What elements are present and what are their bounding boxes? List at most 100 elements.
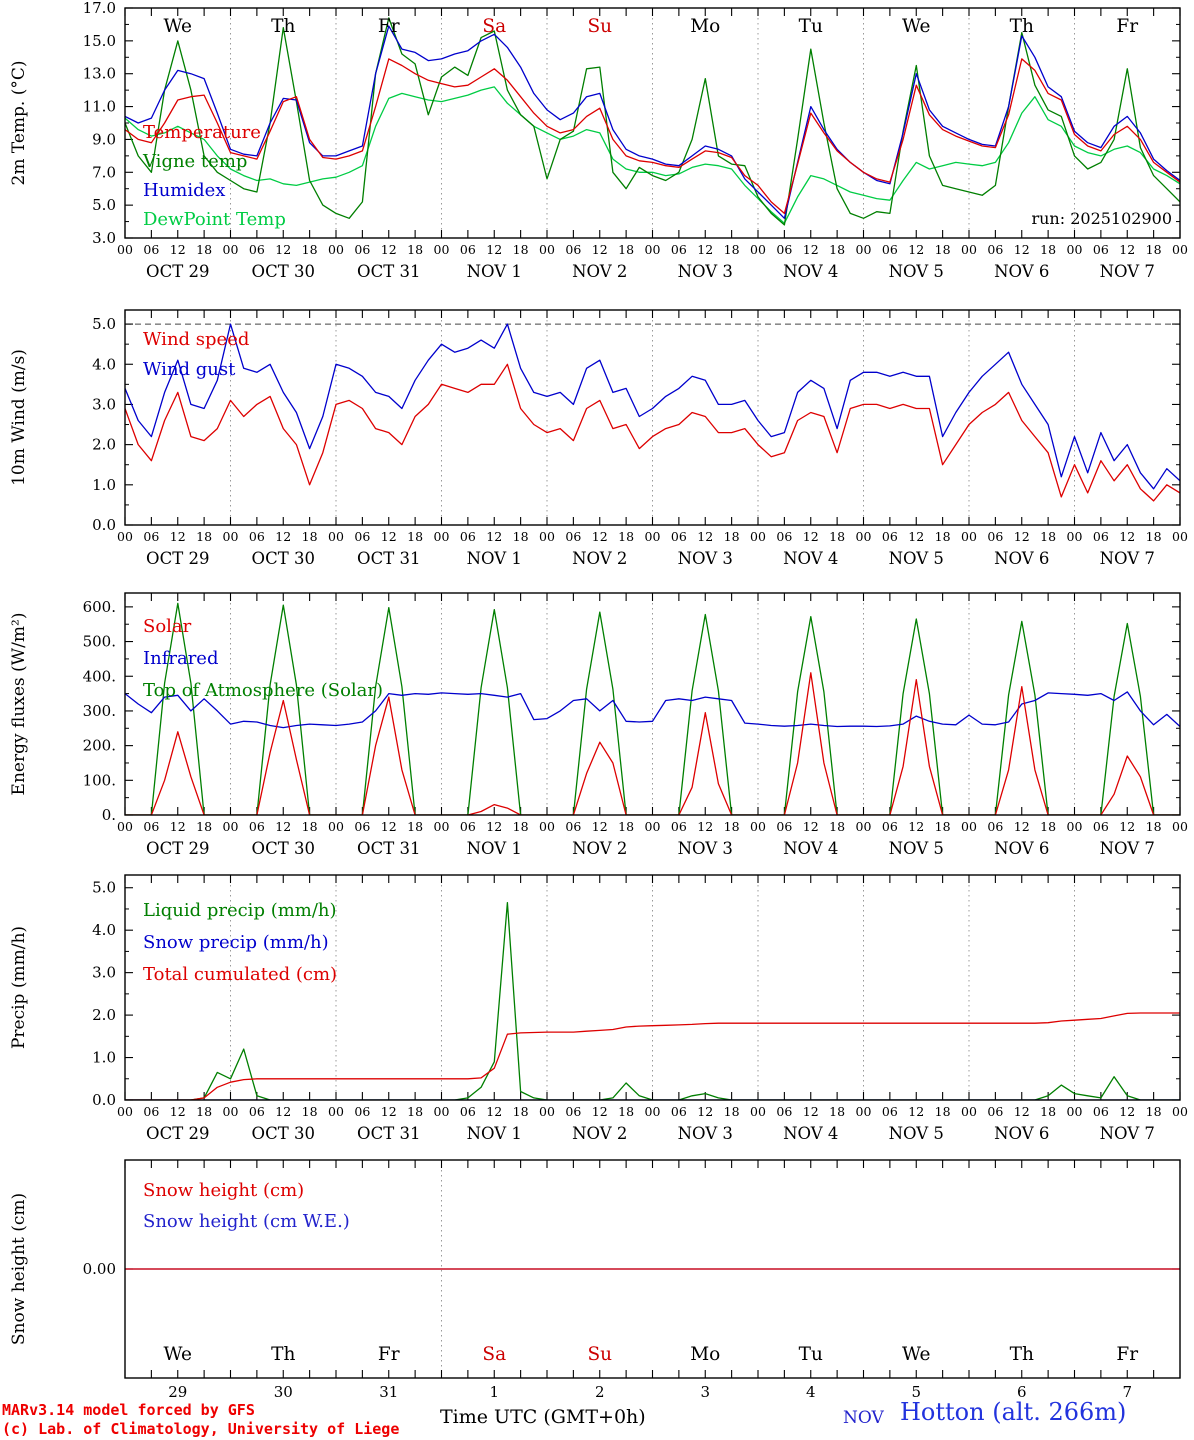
date-label: NOV 7 bbox=[1100, 1124, 1155, 1143]
y-tick-label: 1.0 bbox=[92, 1049, 116, 1067]
hour-label: 06 bbox=[882, 529, 898, 544]
panel-border bbox=[124, 7, 1181, 239]
panel-snow: 0.00 Snow height (cm) Snow height (cm) Snow… bbox=[9, 1159, 1181, 1400]
hour-label: 18 bbox=[302, 819, 318, 834]
hour-label: 06 bbox=[882, 1104, 898, 1119]
station-label: Hotton (alt. 266m) bbox=[900, 1398, 1127, 1426]
hour-label: 06 bbox=[565, 819, 581, 834]
meteogram-chart: 3.05.07.09.011.013.015.017.02m Temp. (°C… bbox=[9, 0, 1188, 1400]
panel-wind: 0.0 1.0 2.0 3.0 4.0 5.0 10m Wind (m/s) Wind spe… bbox=[9, 309, 1188, 568]
date-label: NOV 7 bbox=[1100, 262, 1155, 281]
hour-label: 12 bbox=[170, 1104, 186, 1119]
hour-label: 00 bbox=[750, 529, 766, 544]
hour-label: 18 bbox=[196, 242, 212, 257]
hour-label: 06 bbox=[1093, 819, 1109, 834]
hour-label: 06 bbox=[882, 242, 898, 257]
hour-label: 00 bbox=[539, 1104, 555, 1119]
series-solar bbox=[125, 672, 1180, 815]
series-wind-gust bbox=[125, 323, 1180, 490]
series-dewpoint-temp bbox=[125, 86, 1180, 224]
y-tick-label: 500. bbox=[83, 633, 116, 651]
date-number: 2 bbox=[595, 1383, 605, 1400]
hour-label: 00 bbox=[434, 242, 450, 257]
hour-label: 12 bbox=[697, 242, 713, 257]
hour-label: 18 bbox=[829, 819, 845, 834]
series-wind-speed bbox=[125, 363, 1180, 502]
hour-label: 00 bbox=[539, 529, 555, 544]
date-number: 4 bbox=[806, 1383, 816, 1400]
date-number: 1 bbox=[489, 1383, 499, 1400]
hour-label: 06 bbox=[354, 1104, 370, 1119]
model-credit: MARv3.14 model forced by GFS (c) Lab. of… bbox=[2, 1401, 399, 1439]
y-tick-label: 13.0 bbox=[83, 65, 116, 83]
hour-label: 18 bbox=[935, 1104, 951, 1119]
weekday-label: Su bbox=[587, 16, 612, 37]
hour-label: 12 bbox=[908, 529, 924, 544]
hour-label: 00 bbox=[1067, 529, 1083, 544]
y-tick-label: 3.0 bbox=[92, 395, 116, 413]
hour-label: 18 bbox=[407, 242, 423, 257]
hour-label: 18 bbox=[829, 529, 845, 544]
date-label: NOV 1 bbox=[467, 549, 522, 568]
weekday-label: We bbox=[164, 16, 193, 37]
hour-label: 12 bbox=[486, 242, 502, 257]
weekday-label: Th bbox=[271, 16, 295, 37]
hour-label: 12 bbox=[381, 1104, 397, 1119]
hour-label: 18 bbox=[302, 1104, 318, 1119]
weekday-label: Sa bbox=[482, 1344, 506, 1365]
y-tick-label: 5.0 bbox=[92, 315, 116, 333]
date-label: NOV 5 bbox=[889, 1124, 944, 1143]
hour-label: 06 bbox=[776, 819, 792, 834]
y-tick-label: 2.0 bbox=[92, 1006, 116, 1024]
hour-label: 06 bbox=[460, 1104, 476, 1119]
date-label: NOV 7 bbox=[1100, 839, 1155, 858]
hour-label: 18 bbox=[407, 1104, 423, 1119]
y-tick-label: 1.0 bbox=[92, 476, 116, 494]
date-number: 29 bbox=[168, 1383, 187, 1400]
hour-label: 06 bbox=[249, 529, 265, 544]
hour-label: 06 bbox=[987, 819, 1003, 834]
hour-label: 12 bbox=[803, 819, 819, 834]
hour-label: 18 bbox=[196, 1104, 212, 1119]
hour-label: 12 bbox=[486, 1104, 502, 1119]
date-number: 5 bbox=[911, 1383, 921, 1400]
hour-label: 00 bbox=[117, 242, 133, 257]
legend-precip-0: Liquid precip (mm/h) bbox=[143, 900, 337, 921]
hour-label: 12 bbox=[381, 819, 397, 834]
hour-label: 06 bbox=[143, 242, 159, 257]
hour-label: 00 bbox=[223, 529, 239, 544]
hour-label: 06 bbox=[987, 1104, 1003, 1119]
hour-label: 18 bbox=[935, 819, 951, 834]
legend-wind-0: Wind speed bbox=[143, 329, 249, 350]
date-label: NOV 6 bbox=[994, 262, 1049, 281]
hour-label: 06 bbox=[671, 529, 687, 544]
legend-temperature-0: Temperature bbox=[143, 122, 261, 143]
hour-label: 18 bbox=[196, 819, 212, 834]
y-tick-label: 400. bbox=[83, 667, 116, 685]
hour-label: 00 bbox=[750, 819, 766, 834]
hour-label: 18 bbox=[513, 1104, 529, 1119]
hour-label: 06 bbox=[776, 529, 792, 544]
hour-label: 18 bbox=[302, 529, 318, 544]
hour-label: 18 bbox=[302, 242, 318, 257]
month-label: NOV bbox=[843, 1408, 884, 1428]
hour-label: 00 bbox=[117, 819, 133, 834]
date-label: NOV 3 bbox=[678, 549, 733, 568]
hour-label: 18 bbox=[935, 242, 951, 257]
date-number: 3 bbox=[700, 1383, 710, 1400]
hour-label: 00 bbox=[117, 529, 133, 544]
date-label: NOV 2 bbox=[572, 1124, 627, 1143]
weekday-label: Sa bbox=[482, 16, 506, 37]
hour-label: 06 bbox=[354, 819, 370, 834]
date-label: OCT 30 bbox=[252, 839, 315, 858]
hour-label: 12 bbox=[1014, 242, 1030, 257]
hour-label: 00 bbox=[328, 1104, 344, 1119]
date-label: NOV 6 bbox=[994, 839, 1049, 858]
hour-label: 12 bbox=[1014, 819, 1030, 834]
date-label: NOV 2 bbox=[572, 839, 627, 858]
hour-label: 00 bbox=[645, 819, 661, 834]
hour-label: 00 bbox=[434, 819, 450, 834]
y-tick-label: 0.0 bbox=[92, 1091, 116, 1109]
y-tick-label: 4.0 bbox=[92, 355, 116, 373]
hour-label: 00 bbox=[328, 529, 344, 544]
